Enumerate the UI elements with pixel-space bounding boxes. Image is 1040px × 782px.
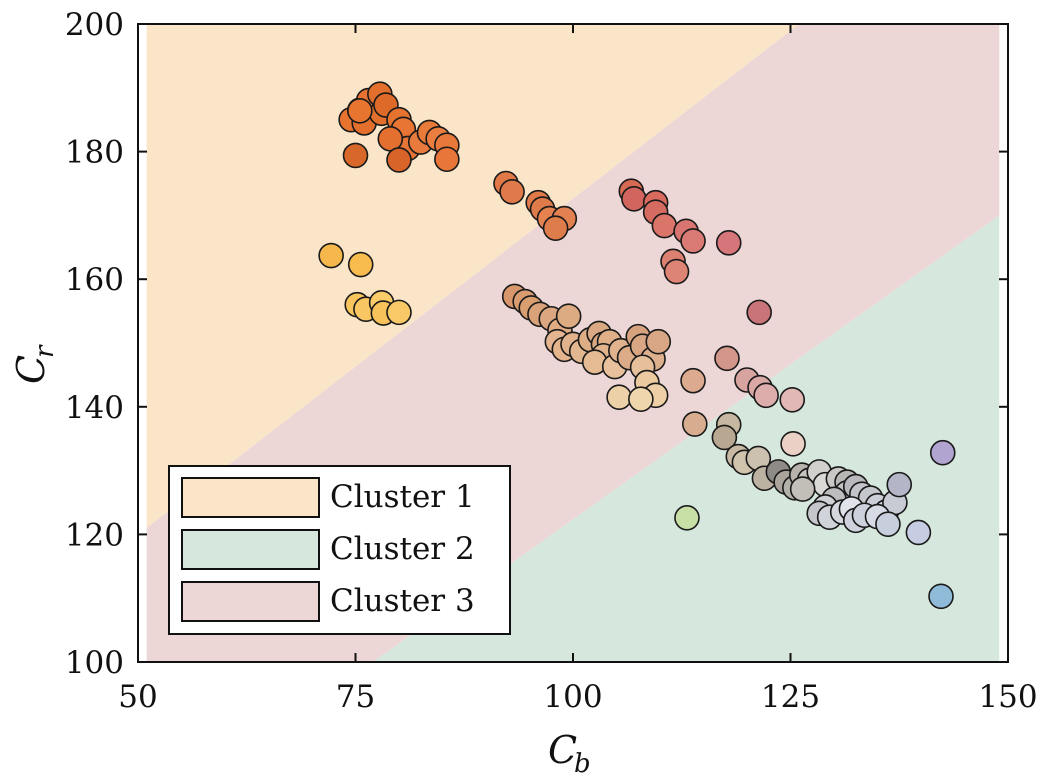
y-tick-label: 140 <box>65 390 124 426</box>
legend-swatch-cluster-1 <box>181 477 320 518</box>
data-point <box>386 299 412 326</box>
x-axis-label-subscript: b <box>574 749 591 779</box>
data-point <box>621 186 647 212</box>
data-point <box>746 299 772 326</box>
data-point <box>542 215 569 241</box>
data-point <box>711 424 738 451</box>
data-point <box>680 367 706 394</box>
legend-label-cluster-2: Cluster 2 <box>330 531 475 567</box>
x-tick-label: 50 <box>118 679 157 715</box>
legend-label-cluster-1: Cluster 1 <box>330 479 475 515</box>
y-tick-label: 100 <box>65 645 124 681</box>
data-point <box>928 583 954 610</box>
data-point <box>929 439 956 466</box>
data-point <box>663 258 690 285</box>
data-point <box>628 386 654 412</box>
data-point <box>386 147 412 173</box>
data-point <box>606 384 632 411</box>
y-axis-label: C r <box>9 344 60 384</box>
y-tick-label: 160 <box>65 262 124 298</box>
data-point <box>681 411 708 437</box>
data-point <box>645 328 672 355</box>
y-axis-label-subscript: r <box>30 344 60 358</box>
data-point <box>674 505 700 531</box>
data-point <box>680 228 706 254</box>
axis-ticks: 50 75 100 125 150 100 120 140 160 180 200 <box>65 7 1038 715</box>
legend-swatch-cluster-3 <box>181 581 320 622</box>
data-point <box>715 230 742 256</box>
y-tick-label: 200 <box>65 7 124 43</box>
legend: Cluster 1 Cluster 2 Cluster 3 <box>168 465 511 635</box>
y-tick-label: 120 <box>65 517 124 553</box>
data-point <box>318 242 344 269</box>
x-tick-label: 125 <box>761 679 820 715</box>
data-point <box>347 97 373 124</box>
data-point <box>905 519 932 546</box>
data-point <box>779 386 806 413</box>
data-point <box>789 476 816 502</box>
data-points <box>318 81 956 610</box>
data-point <box>555 303 582 330</box>
legend-swatch-cluster-2 <box>181 529 320 570</box>
data-point <box>342 142 369 169</box>
data-point <box>434 146 460 173</box>
x-tick-label: 75 <box>336 679 375 715</box>
y-axis-label-main: C <box>9 355 53 384</box>
data-point <box>714 345 740 372</box>
x-axis-label-main: C <box>548 728 577 772</box>
data-point <box>875 511 901 537</box>
data-point <box>347 251 374 278</box>
data-point <box>651 212 678 239</box>
data-point <box>780 431 806 457</box>
y-tick-label: 180 <box>65 135 124 171</box>
x-tick-label: 150 <box>978 679 1037 715</box>
data-point <box>886 471 913 498</box>
data-point <box>499 178 525 205</box>
x-axis-label: C b <box>548 728 591 779</box>
legend-label-cluster-3: Cluster 3 <box>330 583 475 619</box>
data-point <box>753 382 779 409</box>
x-tick-label: 100 <box>543 679 602 715</box>
